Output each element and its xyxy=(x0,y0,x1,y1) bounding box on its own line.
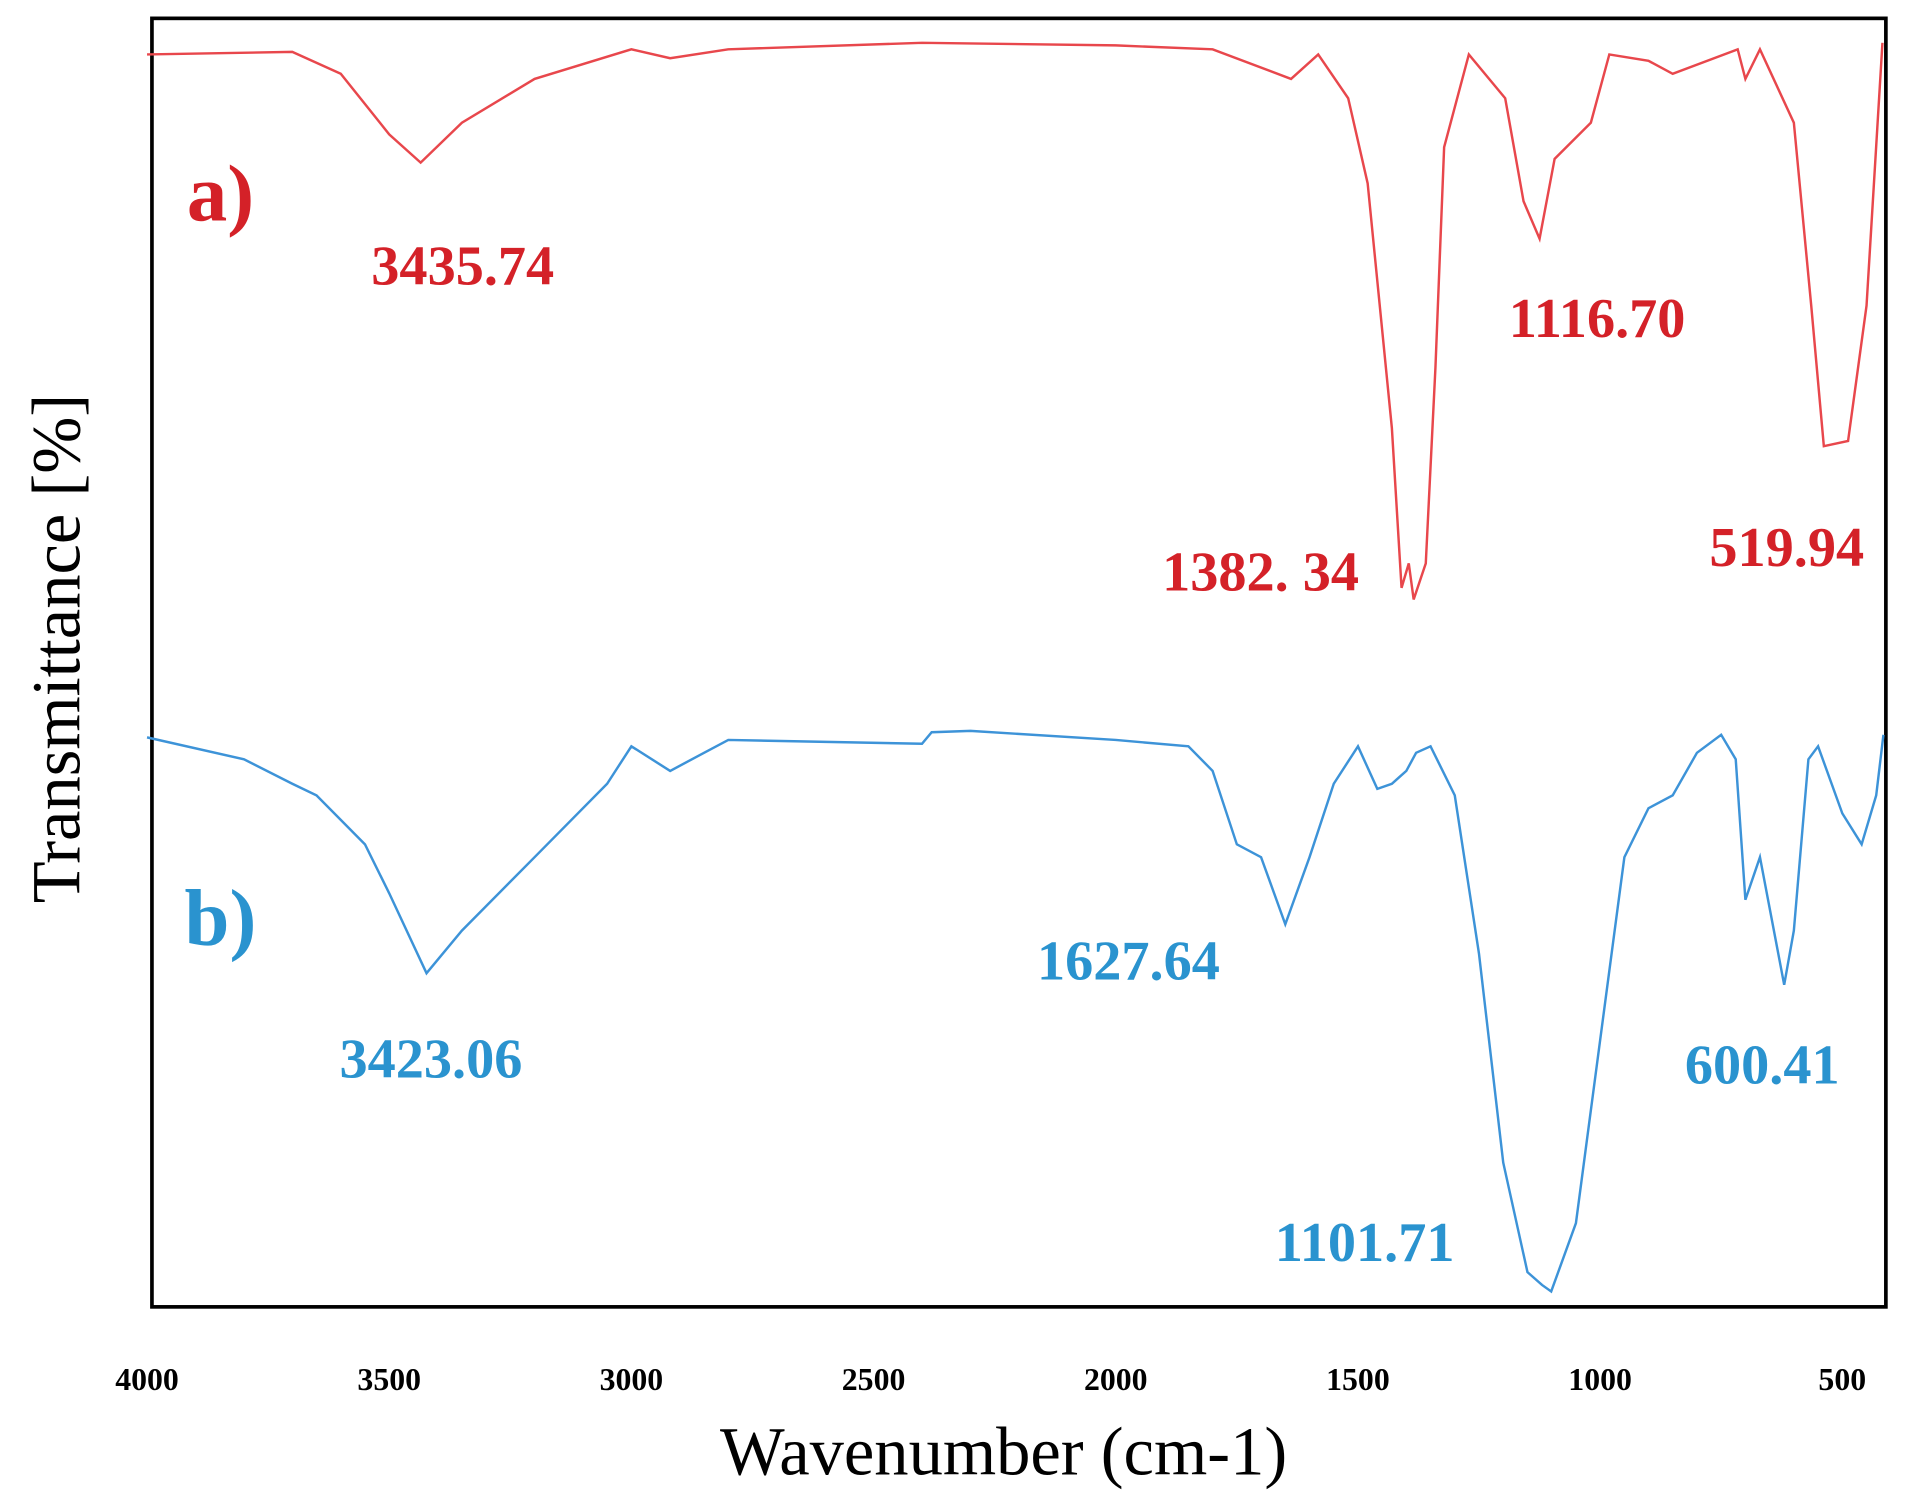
x-tick-label: 3000 xyxy=(600,1362,664,1397)
spectrum-line xyxy=(147,41,1884,600)
annotation: 1101.71 xyxy=(1275,1212,1455,1274)
x-tick-label: 2500 xyxy=(842,1362,906,1397)
x-tick-label: 500 xyxy=(1818,1362,1866,1397)
x-tick-label: 2000 xyxy=(1084,1362,1148,1397)
annotation: 3435.74 xyxy=(371,236,554,298)
x-tick-label: 3500 xyxy=(357,1362,421,1397)
annotation: 1382. 34 xyxy=(1162,541,1359,603)
annotation: 3423.06 xyxy=(339,1029,522,1091)
y-axis-label: Transmittance [%] xyxy=(19,394,95,903)
annotation: 1116.70 xyxy=(1509,288,1686,350)
x-axis-label: Wavenumber (cm-1) xyxy=(720,1413,1287,1489)
annotation: b) xyxy=(185,874,257,963)
annotation: 1627.64 xyxy=(1037,931,1220,993)
annotation: 600.41 xyxy=(1685,1035,1840,1097)
plot-frame xyxy=(150,16,1888,1309)
x-tick-label: 1000 xyxy=(1568,1362,1632,1397)
x-tick-label: 1500 xyxy=(1326,1362,1390,1397)
annotation: 519.94 xyxy=(1709,517,1864,579)
x-tick-label: 4000 xyxy=(115,1362,179,1397)
annotation: a) xyxy=(187,149,254,238)
spectrum-line xyxy=(146,729,1885,1294)
